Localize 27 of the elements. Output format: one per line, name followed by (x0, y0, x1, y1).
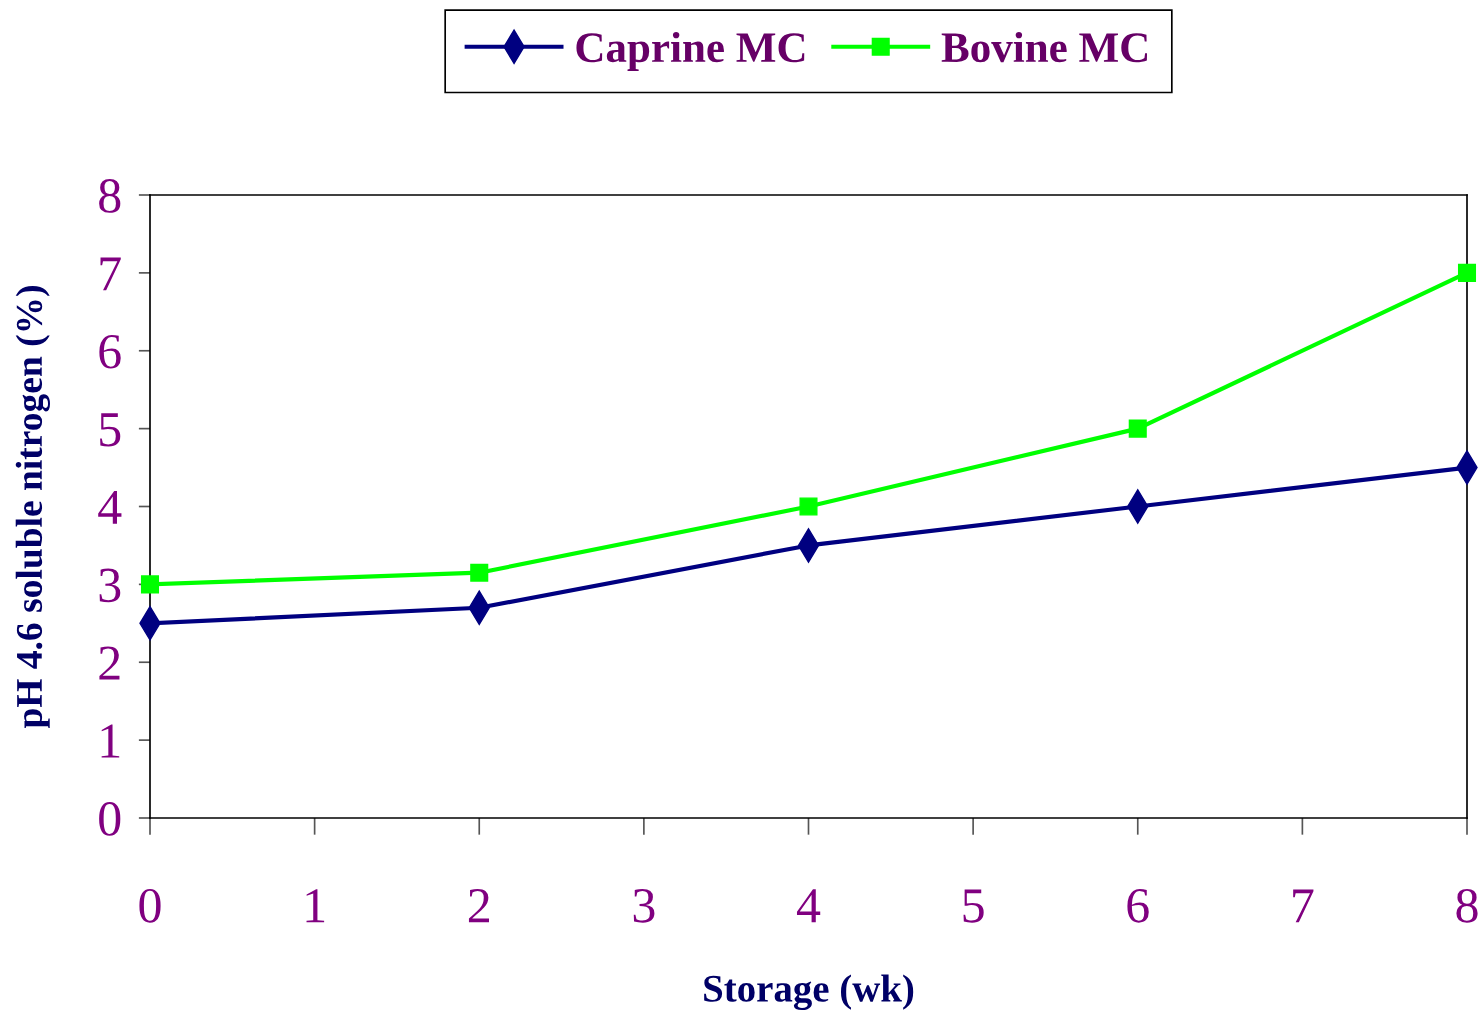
point (140, 575, 160, 594)
x-tick-label: 7 (1293, 889, 1314, 923)
x-tick-label: 5 (963, 889, 984, 923)
point (799, 497, 818, 516)
point (1128, 419, 1147, 438)
x-tick-label: 4 (796, 889, 821, 923)
y-axis-title: pH 4.6 soluble nitrogen (%) (15, 286, 50, 729)
x-tick-label: 2 (468, 889, 489, 923)
x-axis-title: Storage (wk) (704, 974, 914, 1011)
legend-label: Bovine MC (941, 31, 1148, 63)
y-tick-label: 6 (99, 334, 121, 369)
point (470, 563, 489, 582)
y-tick-label: 5 (100, 413, 121, 447)
x-tick-label: 3 (633, 889, 655, 923)
y-tick-label: 4 (98, 490, 122, 524)
x-tick-label: 0 (139, 888, 161, 923)
x-tick-label: 1 (306, 889, 325, 923)
y-tick-label: 3 (99, 568, 121, 603)
y-tick-label: 0 (99, 802, 121, 836)
y-tick-label: 7 (100, 257, 121, 291)
x-tick-label: 8 (1456, 888, 1478, 923)
point (1457, 263, 1477, 282)
y-tick-label: 2 (99, 646, 120, 680)
y-tick-label: 1 (101, 724, 120, 758)
x-tick-label: 6 (1127, 889, 1149, 923)
legend-label: Caprine MC (576, 31, 805, 71)
y-tick-label: 8 (99, 179, 121, 213)
